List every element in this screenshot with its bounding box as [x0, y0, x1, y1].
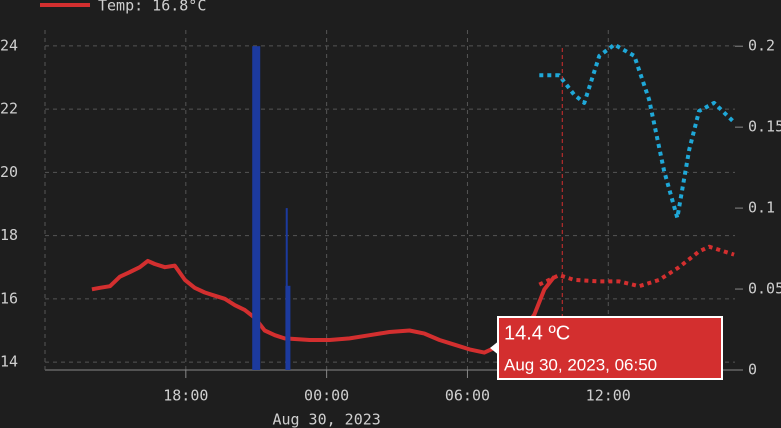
- legend-label: Temp: 16.8°C: [98, 0, 206, 15]
- tooltip-box: [497, 316, 723, 380]
- y2-tick-label: 0.2: [748, 37, 775, 55]
- tooltip-time: Aug 30, 2023, 06:50: [504, 355, 657, 374]
- x-tick-label: 00:00: [304, 387, 349, 405]
- x-tick-label: 06:00: [445, 387, 490, 405]
- temp-line: [91, 258, 556, 355]
- precip-bar: [252, 46, 261, 370]
- y-tick-label: 24: [0, 36, 18, 54]
- x-tick-label: 18:00: [163, 387, 208, 405]
- y-tick-label: 22: [0, 100, 18, 118]
- y-tick-label: 20: [0, 163, 18, 181]
- y-tick-label: 16: [0, 289, 18, 307]
- x-date-label: Aug 30, 2023: [272, 411, 380, 428]
- tooltip-value: 14.4 ºC: [504, 322, 570, 344]
- forecast-line: [538, 244, 735, 289]
- y2-tick-label: 0.15: [748, 118, 781, 136]
- precip-bar: [285, 285, 291, 370]
- y-tick-label: 18: [0, 226, 18, 244]
- y-tick-label: 14: [0, 353, 18, 371]
- y2-tick-label: 0.1: [748, 199, 775, 217]
- forecast-line: [539, 42, 736, 220]
- y2-tick-label: 0.05: [748, 280, 781, 298]
- y2-tick-label: 0: [748, 361, 757, 379]
- x-tick-label: 12:00: [586, 387, 631, 405]
